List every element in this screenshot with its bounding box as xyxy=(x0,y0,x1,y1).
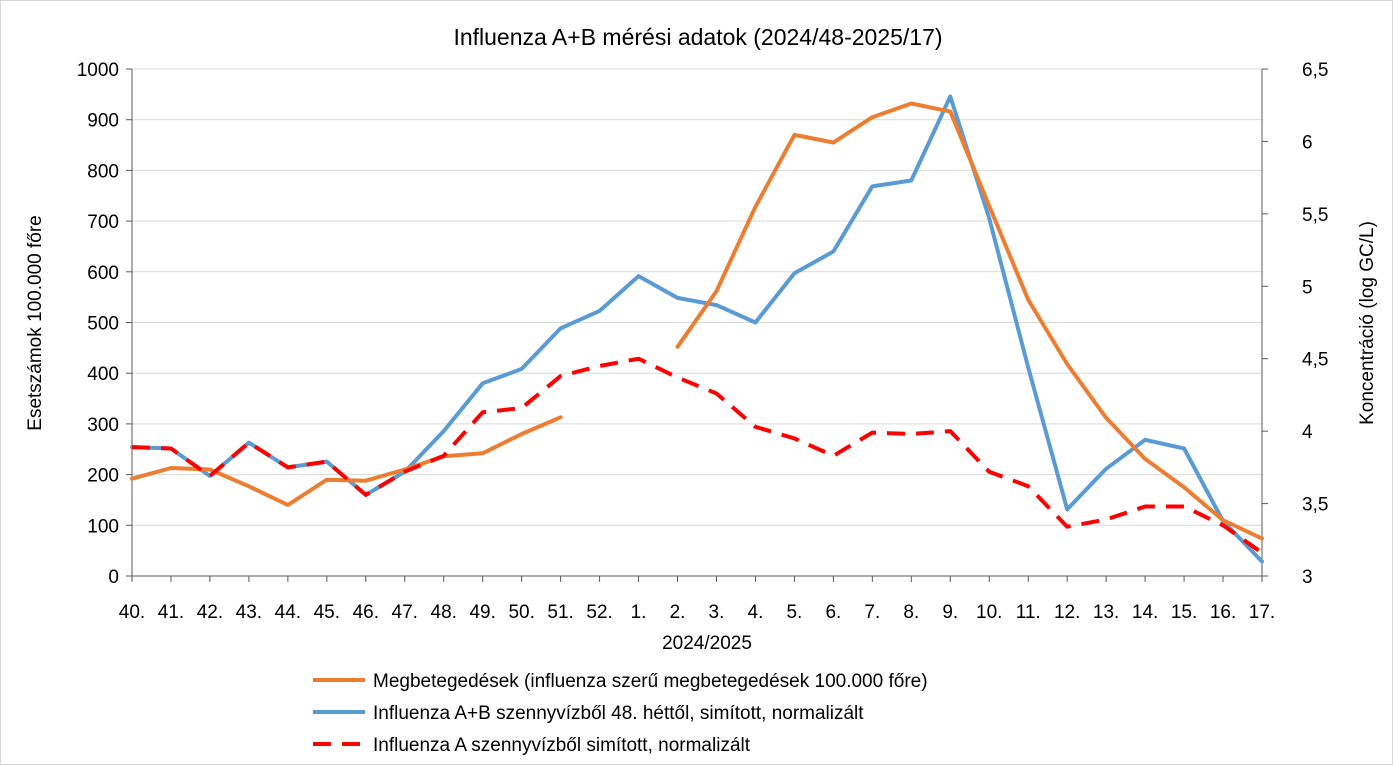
x-tick-label: 44. xyxy=(275,602,301,623)
right-tick-label: 5 xyxy=(1302,277,1313,298)
x-tick-label: 15. xyxy=(1171,602,1197,623)
left-tick-label: 300 xyxy=(87,415,119,436)
right-tick-label: 6 xyxy=(1302,132,1313,153)
axes xyxy=(131,69,1263,582)
right-tick-label: 4 xyxy=(1302,422,1313,443)
x-tick-label: 8. xyxy=(903,602,919,623)
x-tick-label: 13. xyxy=(1093,602,1119,623)
legend: Megbetegedések (influenza szerű megbeteg… xyxy=(313,671,928,756)
left-tick-label: 1000 xyxy=(77,60,119,81)
gridlines xyxy=(126,68,1268,577)
legend-label-megbetegedesek: Megbetegedések (influenza szerű megbeteg… xyxy=(373,671,928,692)
x-tick-label: 50. xyxy=(508,602,534,623)
right-tick-label: 6,5 xyxy=(1302,60,1328,81)
x-axis-tick-labels: 40. 41. 42. 43. 44. 45. 46. 47. 48. 49. 50. 51. 52. 1… xyxy=(119,602,1275,623)
influenza-a-line xyxy=(131,356,1264,555)
legend-label-influenza-a: Influenza A szennyvízből simított, norma… xyxy=(373,735,751,756)
left-tick-label: 600 xyxy=(87,263,119,284)
x-tick-label: 3. xyxy=(709,602,725,623)
x-tick-label: 17. xyxy=(1249,602,1275,623)
left-tick-label: 700 xyxy=(87,212,119,233)
x-tick-label: 12. xyxy=(1054,602,1080,623)
left-tick-label: 900 xyxy=(87,111,119,132)
left-tick-label: 200 xyxy=(87,466,119,487)
x-tick-label: 46. xyxy=(353,602,379,623)
x-tick-label: 40. xyxy=(119,602,145,623)
x-tick-label: 52. xyxy=(586,602,612,623)
influenza-ab-line xyxy=(130,94,1264,564)
left-tick-label: 0 xyxy=(108,567,119,588)
x-axis-label: 2024/2025 xyxy=(662,633,752,654)
x-tick-label: 42. xyxy=(197,602,223,623)
right-tick-label: 4,5 xyxy=(1302,350,1328,371)
x-tick-label: 11. xyxy=(1016,602,1041,623)
left-tick-label: 500 xyxy=(87,314,119,335)
x-tick-label: 16. xyxy=(1210,602,1236,623)
left-axis-label: Esetszámok 100.000 főre xyxy=(25,215,46,430)
megbetegedesek-line xyxy=(675,101,1264,541)
x-tick-label: 47. xyxy=(392,602,418,623)
right-axis-label: Koncentráció (log GC/L) xyxy=(1357,221,1378,425)
right-tick-label: 5,5 xyxy=(1302,205,1328,226)
legend-label-influenza-ab: Influenza A+B szennyvízből 48. héttől, s… xyxy=(373,703,864,724)
left-tick-label: 800 xyxy=(87,161,119,182)
x-tick-label: 43. xyxy=(236,602,262,623)
megbetegedesek-line xyxy=(130,415,563,507)
x-tick-label: 5. xyxy=(786,602,802,623)
x-tick-label: 48. xyxy=(431,602,457,623)
left-tick-label: 400 xyxy=(87,364,119,385)
x-tick-label: 2. xyxy=(670,602,686,623)
x-tick-label: 10. xyxy=(976,602,1002,623)
x-tick-label: 1. xyxy=(631,602,647,623)
right-axis-tick-labels: 3 3,5 4 4,5 5 5,5 6 6,5 xyxy=(1302,60,1328,588)
series-lines xyxy=(130,94,1264,564)
chart-title: Influenza A+B mérési adatok (2024/48-202… xyxy=(453,24,942,50)
x-tick-label: 6. xyxy=(825,602,841,623)
x-tick-label: 14. xyxy=(1132,602,1158,623)
x-tick-label: 9. xyxy=(942,602,958,623)
x-tick-label: 51. xyxy=(547,602,573,623)
right-tick-label: 3 xyxy=(1302,567,1313,588)
x-tick-label: 41. xyxy=(158,602,184,623)
x-tick-label: 7. xyxy=(864,602,880,623)
right-tick-label: 3,5 xyxy=(1302,495,1328,516)
x-tick-label: 49. xyxy=(469,602,495,623)
left-axis-tick-labels: 0 100 200 300 400 500 600 700 800 900 1000 xyxy=(77,60,119,588)
left-tick-label: 100 xyxy=(87,516,119,537)
x-tick-label: 4. xyxy=(748,602,764,623)
x-tick-label: 45. xyxy=(314,602,340,623)
